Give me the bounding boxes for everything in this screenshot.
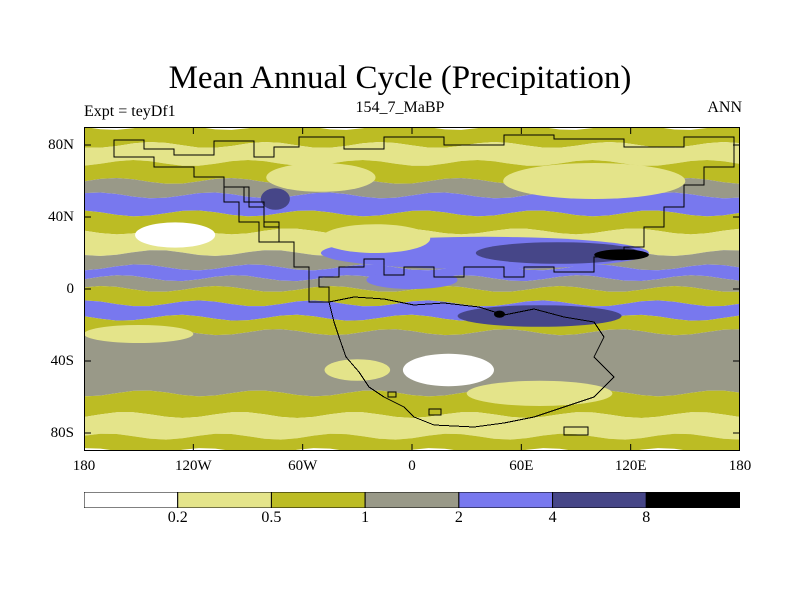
precip-patch [457,305,622,327]
latitude-tick-label: 40S [50,353,74,369]
longitude-tick-label: 120W [174,458,212,474]
precip-band [84,314,740,336]
colorbar-threshold-label: 2 [454,509,463,526]
island-outline [428,408,442,416]
colorbar-swatch [645,492,740,508]
case-label: 154_7_MaBP [355,99,445,116]
precipitation-map [84,127,740,451]
precip-patch [466,380,613,406]
experiment-label: Expt = teyDf1 [84,103,176,120]
longitude-tick-label: 60E [509,458,534,474]
longitude-tick-label: 180 [72,458,96,474]
laurasia-outline [113,134,735,303]
plot-title: Mean Annual Cycle (Precipitation) [168,60,632,96]
precipitation-contour-fill [84,127,740,451]
colorbar-swatch [552,492,647,508]
precip-patch [475,242,640,264]
colorbar-threshold-label: 0.5 [261,509,282,526]
precip-patch [494,310,505,318]
island-outline [387,391,397,398]
precip-band [84,210,740,235]
latitude-tick-label: 80N [48,137,74,153]
latitude-tick-label: 40N [48,209,74,225]
colorbar-swatch [270,492,366,508]
colorbar-threshold-label: 8 [642,509,651,526]
precip-patch [594,249,649,261]
colorbar-threshold-label: 0.2 [167,509,188,526]
colorbar [84,492,740,508]
season-label: ANN [707,99,742,116]
colorbar-threshold-label: 4 [548,509,557,526]
colorbar-threshold-label: 1 [361,509,370,526]
gulf-outline [223,186,280,243]
gondwana-outline [328,296,615,428]
precip-band [84,142,740,166]
precip-patch [320,224,431,253]
longitude-tick-label: 0 [408,458,416,474]
continent-outlines [113,134,735,436]
colorbar-swatch [177,492,272,508]
latitude-tick-label: 0 [66,281,75,297]
latitude-tick-label: 80S [50,425,74,441]
precip-patch [260,188,290,210]
precip-band [84,286,740,307]
precip-band [84,412,740,440]
colorbar-swatch [364,492,460,508]
precip-band [84,433,740,451]
axis-ticks [84,127,740,451]
island-outline [563,426,589,436]
precip-patch [402,353,495,387]
colorbar-swatch [84,492,179,508]
longitude-tick-label: 120E [614,458,647,474]
precip-patch [135,222,216,248]
precip-patch [503,163,686,199]
precip-patch [84,325,194,343]
precip-patch [366,271,458,289]
longitude-tick-label: 60W [288,458,318,474]
longitude-tick-label: 180 [728,458,752,474]
colorbar-swatch [458,492,554,508]
precip-patch [266,163,376,192]
